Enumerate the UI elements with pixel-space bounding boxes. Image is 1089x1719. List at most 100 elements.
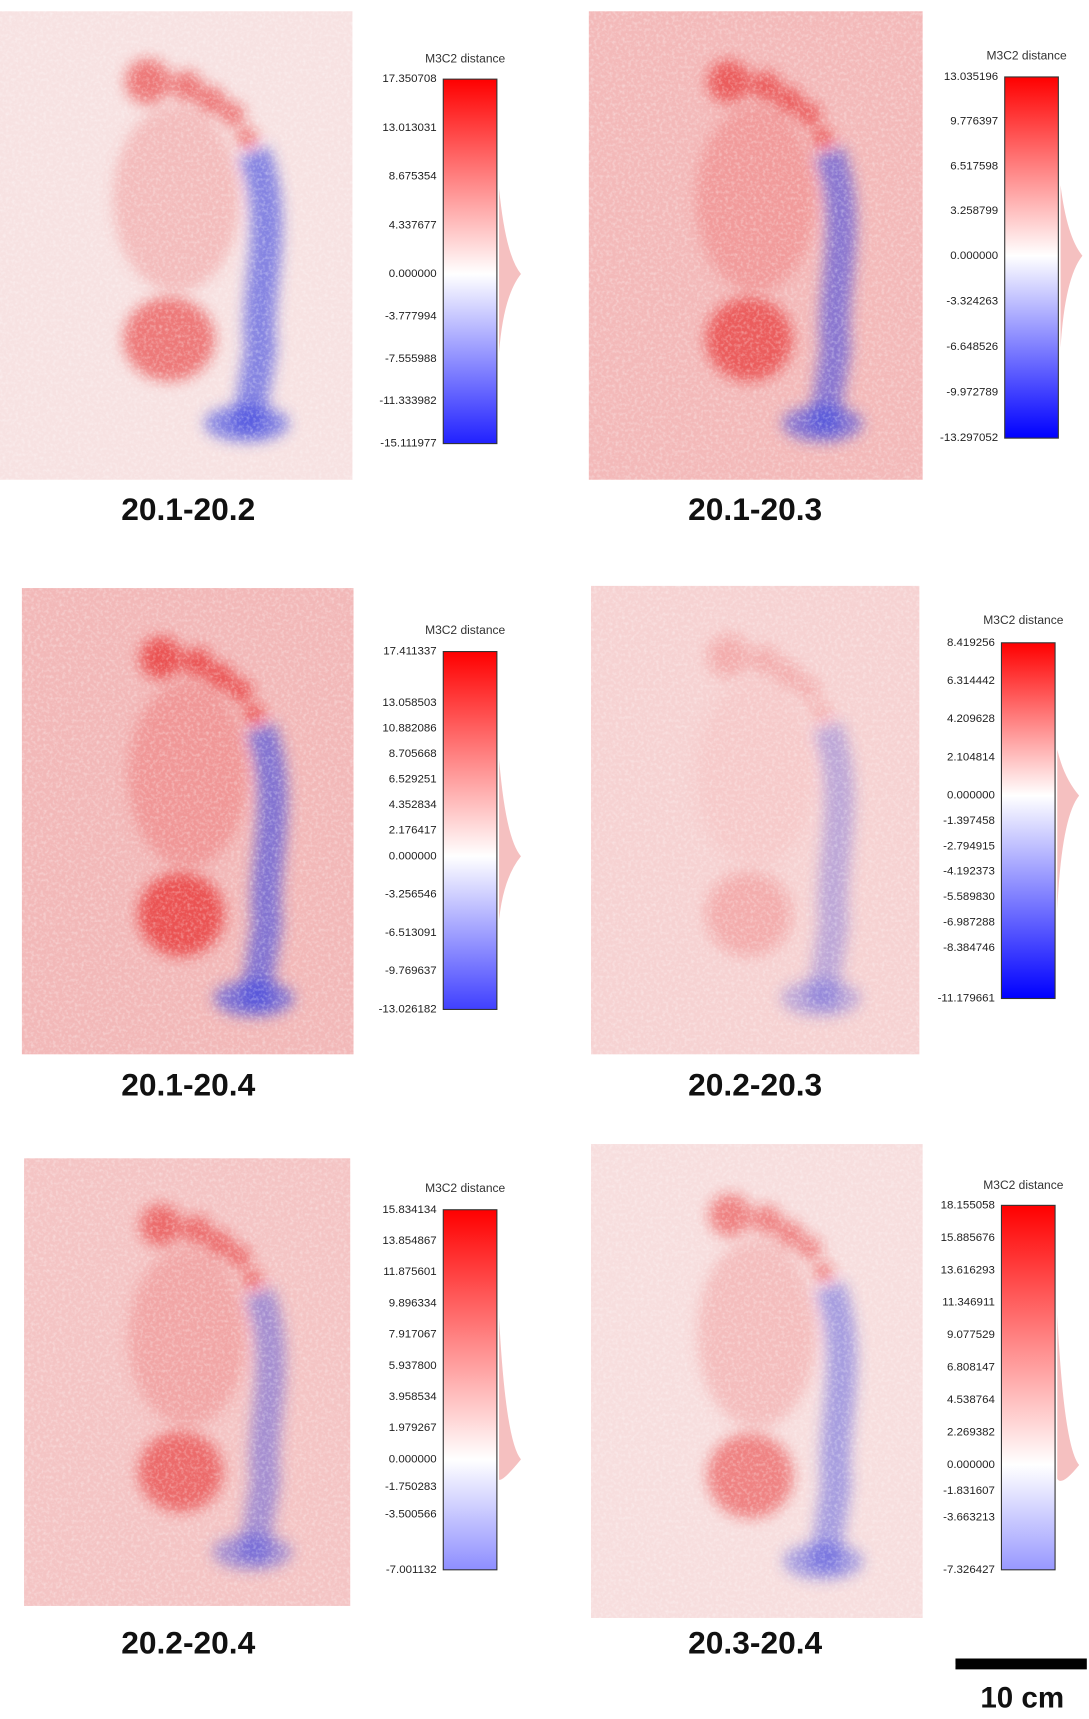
tick-label: 17.350708 bbox=[382, 73, 436, 85]
tick-label: 6.314442 bbox=[947, 675, 995, 687]
difference-map bbox=[21, 588, 354, 1055]
tick-label: 10.882086 bbox=[382, 722, 436, 734]
panel-caption: 20.2-20.3 bbox=[688, 1067, 822, 1103]
tick-label: 13.013031 bbox=[382, 122, 436, 134]
tick-label: 7.917067 bbox=[389, 1329, 437, 1341]
tick-label: -1.831607 bbox=[943, 1485, 995, 1497]
color-bar bbox=[442, 651, 498, 1010]
tick-label: 0.000000 bbox=[389, 1453, 437, 1465]
tick-label: 4.337677 bbox=[389, 219, 437, 231]
tick-label: -1.397458 bbox=[943, 815, 995, 827]
tick-label: 13.854867 bbox=[382, 1235, 436, 1247]
legend-title: M3C2 distance bbox=[425, 623, 505, 637]
tick-label: 13.035196 bbox=[944, 71, 998, 83]
tick-label: -3.663213 bbox=[943, 1511, 995, 1523]
scale-bar-label: 10 cm bbox=[980, 1682, 1064, 1715]
tick-label: 0.000000 bbox=[950, 250, 998, 262]
color-bar bbox=[1000, 1204, 1056, 1571]
tick-label: 13.616293 bbox=[941, 1264, 995, 1276]
tick-label: -7.555988 bbox=[385, 353, 437, 365]
tick-label: -6.987288 bbox=[943, 916, 995, 928]
tick-label: 2.104814 bbox=[947, 751, 996, 763]
tick-label: 6.517598 bbox=[950, 160, 998, 172]
tick-label: -11.179661 bbox=[938, 993, 995, 1005]
histogram bbox=[1057, 749, 1080, 910]
tick-label: -3.324263 bbox=[946, 295, 998, 307]
panel-caption: 20.1-20.4 bbox=[121, 1067, 255, 1103]
tick-label: 15.885676 bbox=[941, 1232, 995, 1244]
tick-label: -7.326427 bbox=[943, 1564, 995, 1576]
tick-label: -4.192373 bbox=[943, 866, 995, 878]
tick-label: 17.411337 bbox=[383, 646, 436, 658]
tick-label: 9.077529 bbox=[947, 1329, 995, 1341]
tick-label: 4.209628 bbox=[947, 713, 995, 725]
tick-label: -5.589830 bbox=[943, 891, 995, 903]
histogram bbox=[499, 1317, 521, 1480]
tick-label: 2.176417 bbox=[389, 825, 437, 837]
tick-label: -3.500566 bbox=[385, 1509, 437, 1521]
tick-label: 8.705668 bbox=[389, 748, 437, 760]
difference-map bbox=[24, 1158, 351, 1606]
difference-map bbox=[591, 585, 920, 1055]
histogram bbox=[1057, 1314, 1080, 1481]
color-bar bbox=[442, 78, 498, 445]
tick-label: 0.000000 bbox=[947, 790, 995, 802]
tick-label: 8.675354 bbox=[389, 171, 438, 183]
panel-caption: 20.1-20.3 bbox=[688, 491, 822, 527]
color-bar bbox=[1004, 76, 1059, 439]
tick-label: -9.972789 bbox=[946, 387, 998, 399]
difference-map bbox=[591, 1144, 923, 1618]
panel-caption: 20.1-20.2 bbox=[121, 491, 255, 527]
tick-label: -13.297052 bbox=[940, 432, 998, 444]
difference-map bbox=[588, 11, 923, 480]
texture bbox=[588, 11, 923, 480]
texture bbox=[591, 1144, 923, 1618]
tick-label: 0.000000 bbox=[389, 850, 437, 862]
legend-title: M3C2 distance bbox=[987, 48, 1067, 62]
color-bar bbox=[442, 1209, 498, 1571]
tick-label: 4.352834 bbox=[389, 799, 438, 811]
tick-label: 9.776397 bbox=[950, 116, 998, 128]
tick-label: 0.000000 bbox=[389, 268, 437, 280]
tick-label: 1.979267 bbox=[389, 1422, 437, 1434]
tick-label: 4.538764 bbox=[947, 1394, 996, 1406]
histogram bbox=[1060, 185, 1083, 348]
tick-label: 8.419256 bbox=[947, 637, 995, 649]
tick-label: 3.958534 bbox=[389, 1391, 438, 1403]
texture bbox=[0, 11, 353, 480]
tick-label: -1.750283 bbox=[385, 1481, 437, 1493]
panel-caption: 20.2-20.4 bbox=[121, 1625, 255, 1661]
difference-map bbox=[0, 11, 353, 480]
legend-title: M3C2 distance bbox=[983, 613, 1063, 627]
tick-label: 3.258799 bbox=[950, 205, 998, 217]
legend-title: M3C2 distance bbox=[983, 1178, 1063, 1192]
tick-label: -3.777994 bbox=[385, 310, 437, 322]
tick-label: 5.937800 bbox=[389, 1360, 437, 1372]
tick-label: 18.155058 bbox=[941, 1199, 995, 1211]
legend-title: M3C2 distance bbox=[425, 52, 505, 66]
tick-label: 0.000000 bbox=[947, 1459, 995, 1471]
color-bar bbox=[1000, 642, 1056, 1000]
tick-label: 15.834134 bbox=[382, 1204, 437, 1216]
tick-label: -6.513091 bbox=[385, 927, 437, 939]
tick-label: -7.001132 bbox=[386, 1564, 437, 1576]
panel-caption: 20.3-20.4 bbox=[688, 1625, 822, 1661]
texture bbox=[591, 585, 920, 1055]
texture bbox=[21, 588, 354, 1055]
legend-title: M3C2 distance bbox=[425, 1181, 505, 1195]
histogram bbox=[499, 758, 521, 920]
tick-label: -9.769637 bbox=[385, 965, 437, 977]
tick-label: -3.256546 bbox=[385, 889, 437, 901]
tick-label: 6.808147 bbox=[947, 1362, 995, 1374]
tick-label: 11.346911 bbox=[942, 1297, 995, 1309]
tick-label: 2.269382 bbox=[947, 1427, 995, 1439]
tick-label: -15.111977 bbox=[380, 438, 436, 450]
tick-label: -2.794915 bbox=[943, 840, 995, 852]
tick-label: 6.529251 bbox=[389, 774, 437, 786]
tick-label: -11.333982 bbox=[379, 395, 436, 407]
histogram bbox=[499, 188, 521, 353]
tick-label: 9.896334 bbox=[389, 1297, 438, 1309]
tick-label: -8.384746 bbox=[943, 942, 995, 954]
tick-label: -6.648526 bbox=[946, 341, 998, 353]
